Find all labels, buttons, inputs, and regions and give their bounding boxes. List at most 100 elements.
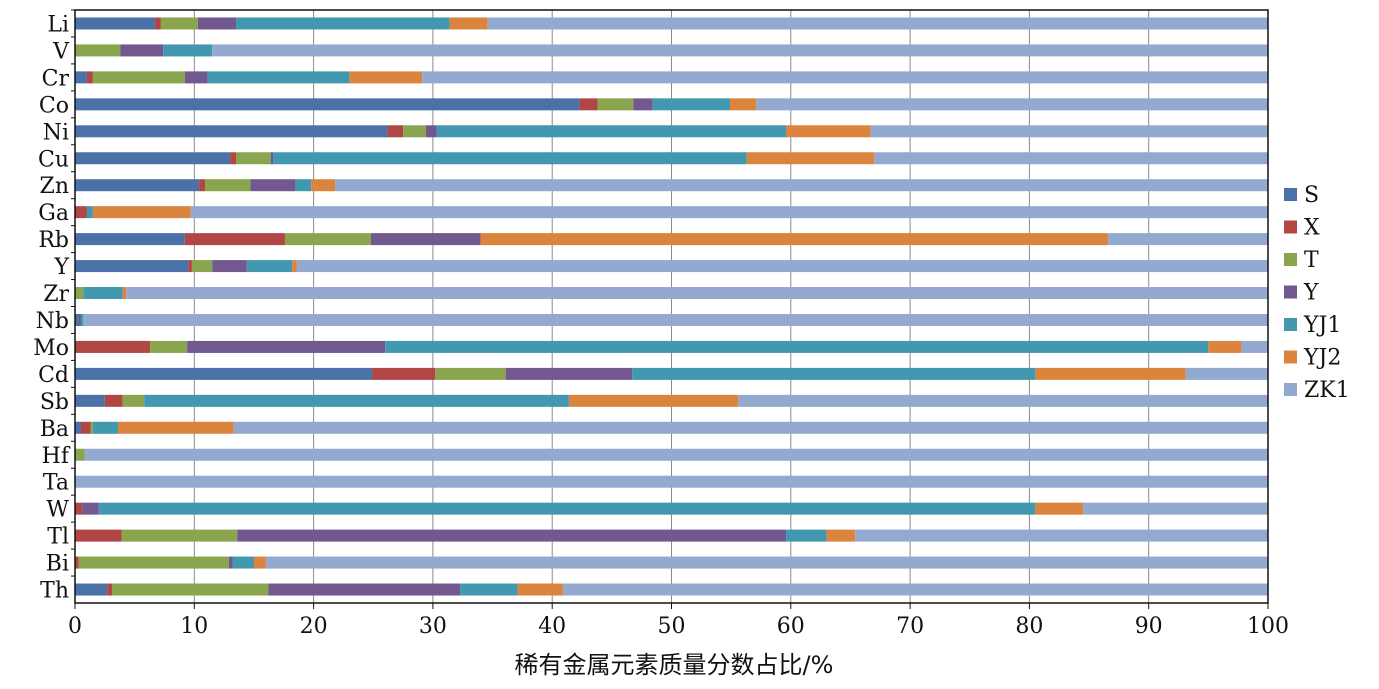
category-label-zr: Zr: [43, 282, 69, 307]
bar-cu-yj2: [746, 152, 875, 165]
bar-ba-t: [90, 421, 93, 434]
bar-ba-zk1: [233, 421, 1269, 434]
bar-th-yj1: [460, 583, 518, 596]
bar-th-s: [75, 583, 108, 596]
category-label-th: Th: [40, 579, 69, 604]
legend-label-y: Y: [1303, 281, 1319, 306]
bar-cu-zk1: [874, 152, 1268, 165]
legend-label-t: T: [1304, 248, 1319, 273]
bar-cd-y: [505, 367, 633, 380]
bar-bi-y: [228, 556, 233, 569]
bar-w-y: [82, 502, 99, 515]
legend-label-s: S: [1304, 183, 1319, 208]
category-label-ga: Ga: [38, 201, 69, 226]
bar-tl-t: [121, 529, 238, 542]
bar-zr-yj1: [83, 287, 123, 300]
bar-th-y: [268, 583, 461, 596]
bar-nb-yj1: [80, 313, 84, 326]
bar-zr-zk1: [126, 287, 1269, 300]
bar-sb-s: [75, 394, 105, 407]
bar-cu-t: [236, 152, 271, 165]
legend-swatch-yj1: [1284, 318, 1297, 331]
bar-tl-zk1: [855, 529, 1268, 542]
bar-bi-yj2: [253, 556, 266, 569]
bar-th-yj2: [517, 583, 563, 596]
bar-nb-s: [75, 313, 79, 326]
x-tick-label-20: 20: [300, 614, 328, 639]
bar-ga-yj2: [92, 206, 191, 219]
bar-co-x: [579, 98, 598, 111]
bar-ni-zk1: [870, 125, 1268, 138]
category-label-cd: Cd: [38, 363, 69, 388]
bar-v-zk1: [212, 44, 1268, 57]
legend-swatch-x: [1284, 220, 1297, 234]
bar-ba-x: [80, 421, 91, 434]
bar-zn-yj2: [311, 179, 336, 192]
category-label-ba: Ba: [40, 417, 69, 442]
bar-y-x: [188, 260, 192, 273]
legend-swatch-yj2: [1284, 350, 1297, 364]
bar-zn-x: [199, 179, 206, 192]
bar-li-s: [75, 17, 155, 30]
bar-ga-zk1: [190, 206, 1269, 219]
category-label-co: Co: [39, 93, 69, 118]
bar-co-y: [633, 98, 653, 111]
bar-sb-x: [104, 394, 123, 407]
bar-w-yj2: [1035, 502, 1084, 515]
bar-cu-x: [230, 152, 237, 165]
legend-label-zk1: ZK1: [1304, 378, 1350, 403]
bar-ga-yj1: [86, 206, 93, 219]
x-tick-label-30: 30: [419, 614, 447, 639]
bar-tl-yj1: [786, 529, 827, 542]
x-tick-label-80: 80: [1015, 614, 1043, 639]
bar-v-y: [120, 44, 164, 57]
bar-cu-yj1: [273, 152, 747, 165]
bar-tl-yj2: [826, 529, 856, 542]
category-label-li: Li: [47, 12, 69, 37]
bar-mo-x: [75, 340, 151, 353]
x-tick-label-10: 10: [180, 614, 208, 639]
category-label-tl: Tl: [47, 525, 69, 550]
legend-label-x: X: [1304, 216, 1320, 241]
bar-mo-yj1: [385, 340, 1209, 353]
bar-v-yj1: [163, 44, 213, 57]
legend-swatch-y: [1284, 285, 1297, 299]
bar-rb-x: [184, 233, 285, 246]
bar-ba-s: [75, 421, 81, 434]
x-tick-label-0: 0: [68, 614, 82, 639]
bar-bi-x: [75, 556, 79, 569]
bar-w-x: [75, 502, 83, 515]
bar-y-y: [212, 260, 247, 273]
bar-ga-x: [75, 206, 87, 219]
bar-cr-zk1: [422, 71, 1269, 84]
bar-li-t: [160, 17, 198, 30]
bar-mo-yj2: [1208, 340, 1242, 353]
bar-th-x: [107, 583, 112, 596]
category-label-ta: Ta: [43, 471, 69, 496]
bar-cd-s: [75, 367, 373, 380]
bar-co-s: [75, 98, 580, 111]
bar-li-y: [197, 17, 237, 30]
bar-ba-yj1: [92, 421, 118, 434]
bar-sb-yj2: [568, 394, 739, 407]
bar-cd-t: [435, 367, 506, 380]
bar-co-yj2: [729, 98, 757, 111]
category-label-v: V: [52, 39, 70, 64]
category-label-rb: Rb: [38, 228, 69, 253]
category-label-w: W: [46, 498, 69, 523]
bar-cr-x: [86, 71, 93, 84]
bar-cu-s: [75, 152, 231, 165]
bar-rb-y: [370, 233, 481, 246]
bar-cd-yj1: [632, 367, 1036, 380]
x-axis-title: 稀有金属元素质量分数占比/%: [515, 651, 834, 679]
category-label-mo: Mo: [33, 336, 69, 361]
category-label-ni: Ni: [43, 120, 69, 145]
bar-cd-yj2: [1035, 367, 1186, 380]
bar-y-s: [75, 260, 189, 273]
bar-hf-zk1: [84, 448, 1269, 461]
bar-rb-zk1: [1108, 233, 1268, 246]
bar-li-zk1: [487, 17, 1268, 30]
bar-tl-x: [75, 529, 122, 542]
